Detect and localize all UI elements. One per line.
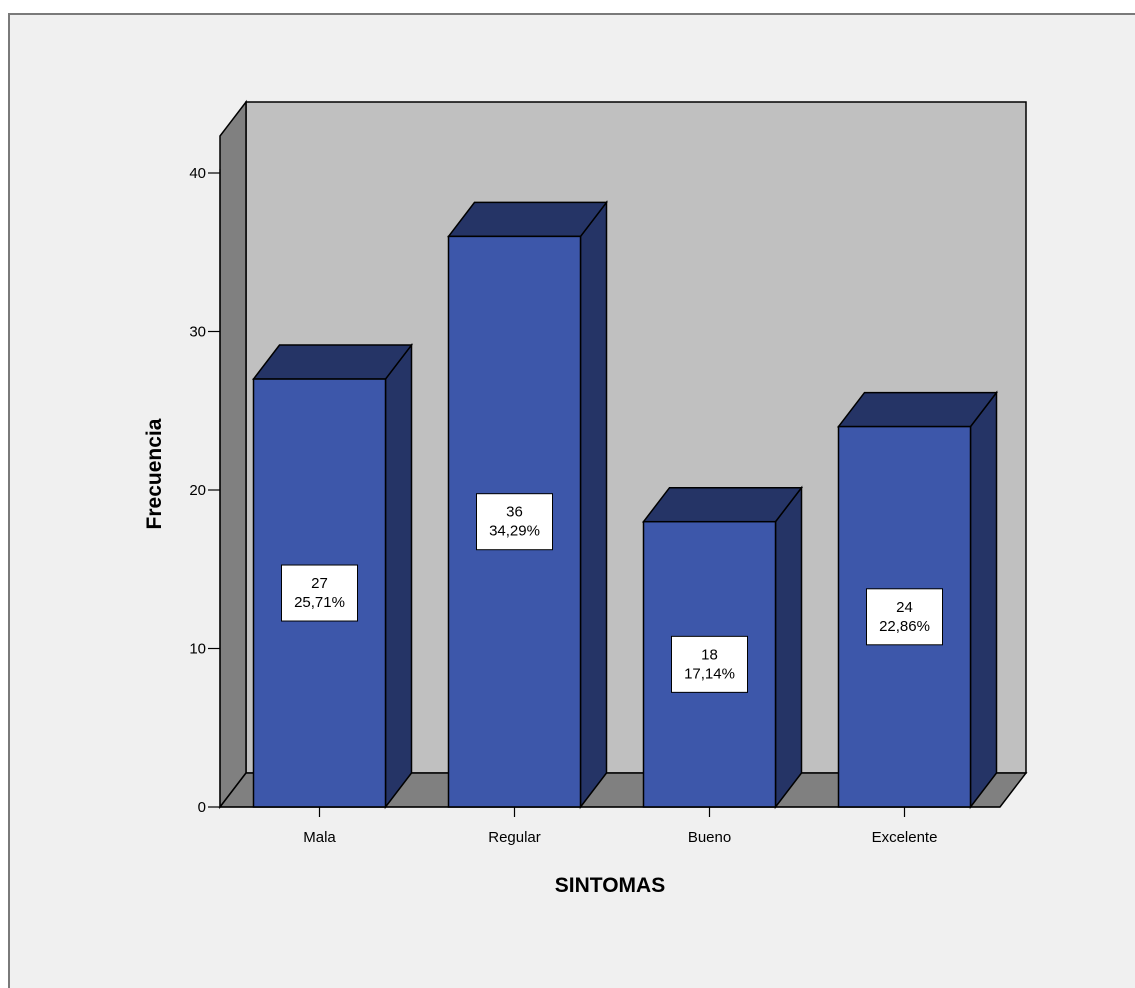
data-label-box <box>866 588 943 646</box>
y-tick-label: 30 <box>189 324 206 341</box>
y-tick-label: 40 <box>189 165 206 182</box>
bar-side <box>384 342 413 810</box>
chart-walls <box>218 99 1028 810</box>
data-label-percent: 22,86% <box>879 618 930 635</box>
bar-side <box>774 485 803 810</box>
data-label-box <box>281 564 358 622</box>
bar-bueno: 18 17,14% <box>641 485 804 810</box>
bar-mala: 27 25,71% <box>251 342 414 810</box>
x-axis: Mala Regular Bueno Excelente <box>220 806 1000 846</box>
data-label-percent: 34,29% <box>489 523 540 540</box>
bar-top <box>641 486 804 523</box>
y-axis: 0 10 20 30 40 <box>189 165 221 816</box>
side-wall <box>219 99 247 810</box>
y-tick-label: 20 <box>189 482 206 499</box>
x-tick-label: Bueno <box>688 829 731 846</box>
data-label-value: 36 <box>506 504 523 521</box>
data-label-box <box>476 493 553 551</box>
bar-side <box>579 200 608 810</box>
data-label-value: 27 <box>311 575 328 592</box>
data-label-percent: 25,71% <box>294 594 345 611</box>
bar-excelente: 24 22,86% <box>836 390 999 810</box>
x-tick-label: Regular <box>488 829 541 846</box>
bar-top <box>446 201 609 238</box>
data-label-value: 24 <box>896 599 913 616</box>
bars: 27 25,71% 36 34,29% 18 17,14% 24 22,86% <box>251 200 999 810</box>
x-axis-title: SINTOMAS <box>555 874 665 897</box>
bar-regular: 36 34,29% <box>446 200 609 810</box>
x-tick-label: Mala <box>303 829 336 846</box>
data-label-value: 18 <box>701 646 718 663</box>
bar-top <box>836 391 999 428</box>
data-label-percent: 17,14% <box>684 665 735 682</box>
y-tick-label: 0 <box>198 799 206 816</box>
y-tick-label: 10 <box>189 641 206 658</box>
x-tick-label: Excelente <box>872 829 938 846</box>
bar-side <box>969 390 998 810</box>
data-label-box <box>671 635 748 693</box>
y-axis-title: Frecuencia <box>143 418 166 529</box>
bar-top <box>251 344 414 380</box>
